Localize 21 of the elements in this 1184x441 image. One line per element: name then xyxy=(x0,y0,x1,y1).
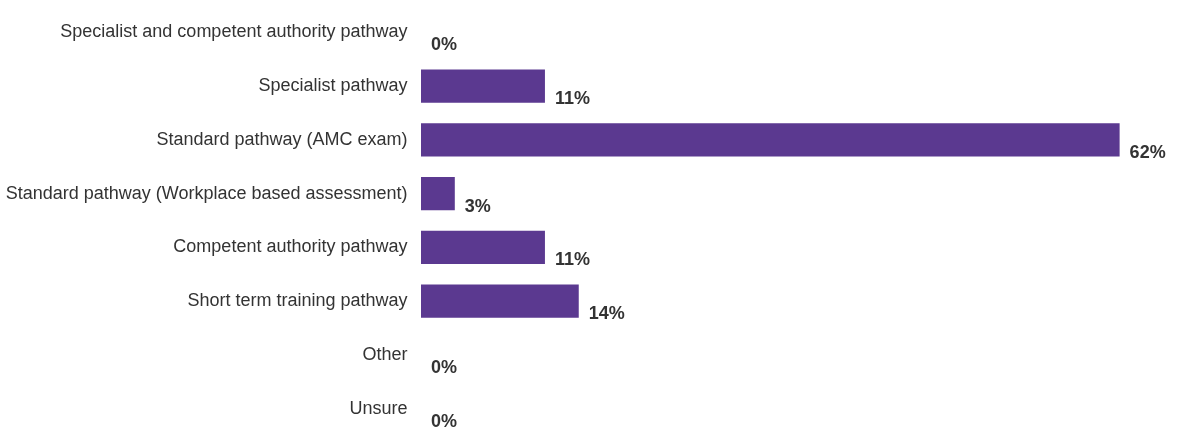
y-tick-label: Competent authority pathway xyxy=(173,236,408,257)
bar xyxy=(421,176,455,211)
data-label: 11% xyxy=(554,88,590,109)
y-tick-label: Other xyxy=(362,343,408,364)
data-label: 3% xyxy=(464,195,491,216)
y-tick-label: Specialist and competent authority pathway xyxy=(60,21,408,42)
data-label: 14% xyxy=(588,303,625,324)
y-tick-label: Unsure xyxy=(349,397,408,418)
y-tick-label: Specialist pathway xyxy=(258,75,408,96)
bar xyxy=(421,69,545,103)
data-label: 0% xyxy=(431,356,458,377)
data-label: 62% xyxy=(1129,141,1166,162)
y-tick-label: Standard pathway (AMC exam) xyxy=(156,128,408,149)
y-tick-label: Short term training pathway xyxy=(187,290,408,311)
data-label: 0% xyxy=(431,34,458,55)
bar xyxy=(421,123,1120,157)
bar xyxy=(421,284,579,318)
data-label: 0% xyxy=(431,410,458,431)
bar xyxy=(421,230,545,265)
data-label: 11% xyxy=(554,249,590,270)
y-tick-label: Standard pathway (Workplace based assessment) xyxy=(5,182,408,203)
